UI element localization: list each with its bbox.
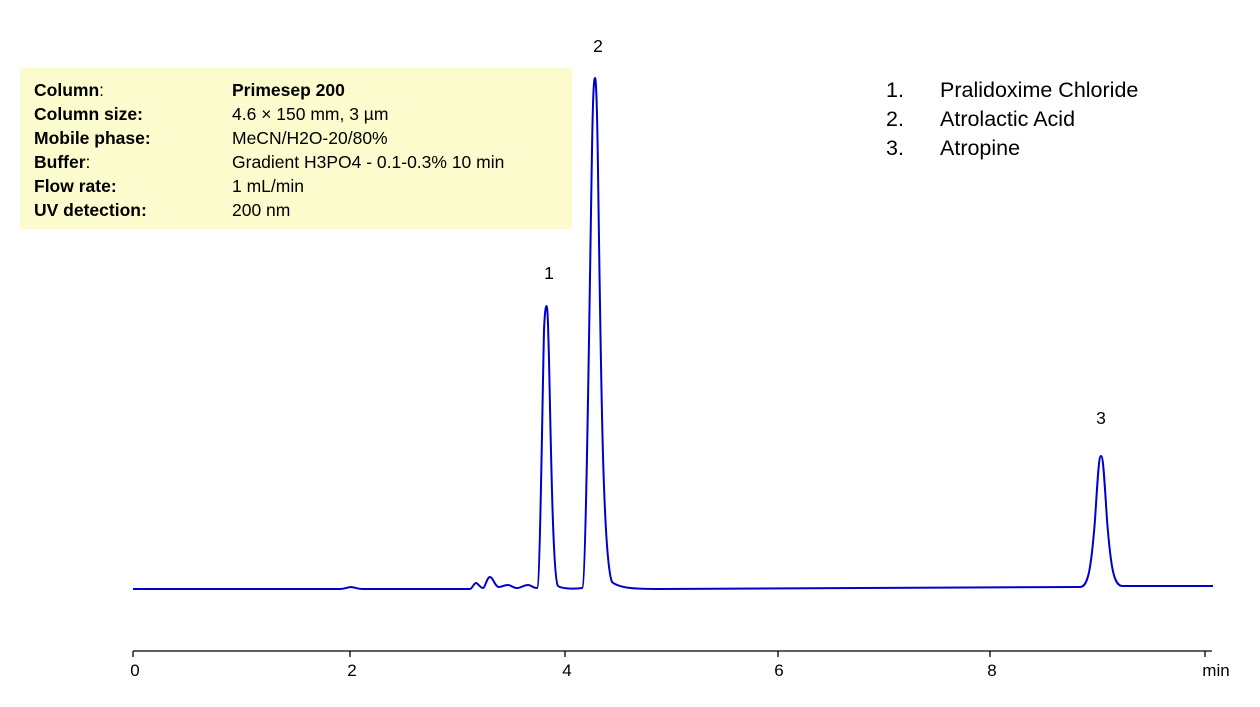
- axis-unit-label: min: [1202, 661, 1229, 680]
- tick-label-2: 2: [347, 661, 356, 680]
- legend-number: 3.: [886, 136, 904, 160]
- tick-label-8: 8: [987, 661, 996, 680]
- legend-compound: Atropine: [940, 136, 1021, 160]
- tick-label-6: 6: [774, 661, 783, 680]
- legend-number: 1.: [886, 78, 904, 102]
- condition-value: 200 nm: [232, 200, 291, 220]
- legend-compound: Atrolactic Acid: [940, 107, 1076, 131]
- condition-value: MeCN/H2O-20/80%: [232, 128, 388, 148]
- condition-value: Gradient H3PO4 - 0.1-0.3% 10 min: [232, 152, 505, 172]
- condition-value: Primesep 200: [232, 80, 345, 100]
- condition-label: Mobile phase:: [34, 128, 151, 148]
- legend-number: 2.: [886, 107, 904, 131]
- condition-value: 1 mL/min: [232, 176, 304, 196]
- condition-label: Buffer:: [34, 152, 91, 172]
- peak-label-2: 2: [593, 36, 603, 56]
- tick-label-0: 0: [130, 661, 139, 680]
- conditions-box: Column: Primesep 200 Column size: 4.6 × …: [20, 68, 572, 229]
- peak-label-3: 3: [1096, 408, 1106, 428]
- legend-compound: Pralidoxime Chloride: [940, 78, 1139, 102]
- tick-label-4: 4: [562, 661, 571, 680]
- chromatogram-trace: [133, 77, 1213, 590]
- condition-label: Column:: [34, 80, 105, 100]
- condition-label: Column size:: [34, 104, 143, 124]
- conditions-background: [20, 68, 572, 229]
- peak-label-1: 1: [544, 263, 554, 283]
- condition-value: 4.6 × 150 mm, 3 µm: [232, 104, 389, 124]
- condition-label: UV detection:: [34, 200, 147, 220]
- condition-label: Flow rate:: [34, 176, 117, 196]
- x-axis: 0 2 4 6 8 min: [130, 650, 1230, 680]
